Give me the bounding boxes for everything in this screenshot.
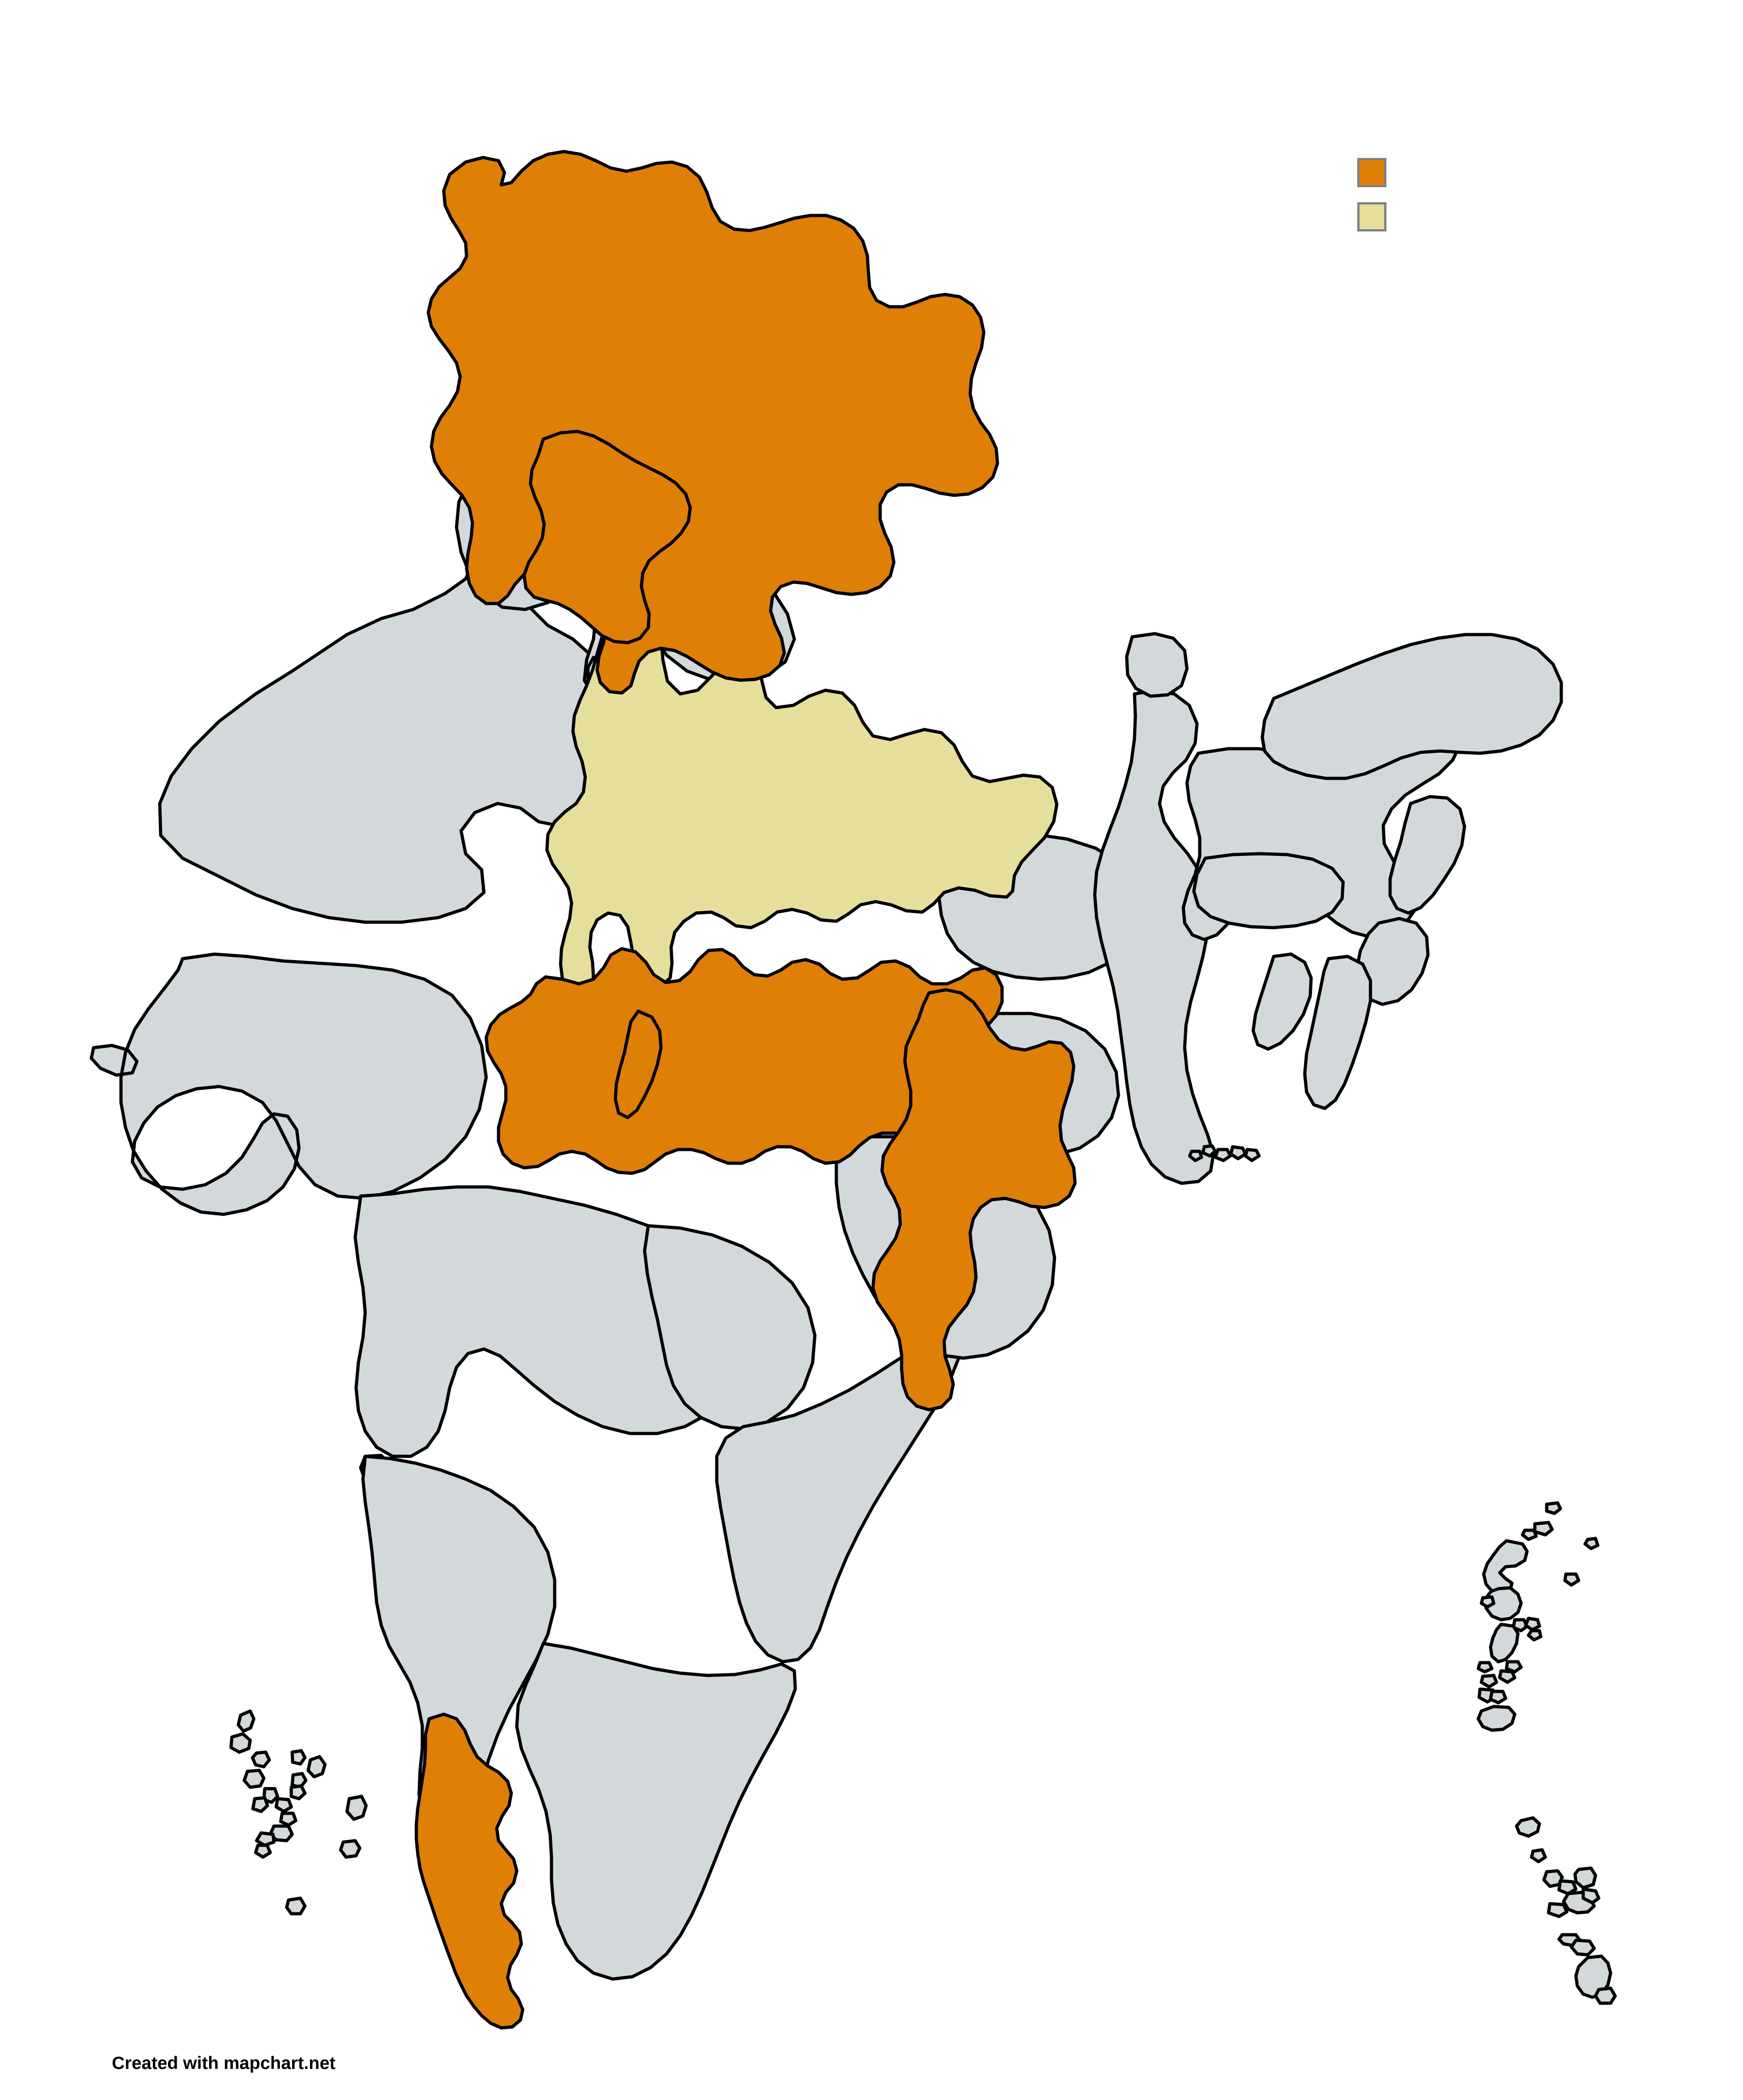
state-manipur[interactable]: [1355, 917, 1430, 1006]
state-chhattisgarh[interactable]: [871, 988, 1077, 1412]
legend-swatch-yellow[interactable]: [1357, 202, 1386, 231]
islands-coastal-minor: [1188, 1144, 1261, 1162]
state-gujarat[interactable]: [89, 952, 488, 1216]
state-mizoram[interactable]: [1303, 955, 1372, 1110]
islands-lakshadweep[interactable]: [229, 1709, 368, 1916]
legend-row-orange[interactable]: [1357, 158, 1540, 187]
legend-row-yellow[interactable]: [1357, 202, 1540, 231]
state-uttar-pradesh[interactable]: [545, 603, 1059, 998]
mapchart-credit: Created with mapchart.net: [112, 2053, 336, 2073]
state-tripura[interactable]: [1251, 952, 1313, 1051]
islands-andaman-nicobar[interactable]: [1476, 1501, 1617, 2005]
state-nagaland[interactable]: [1388, 795, 1466, 915]
map-legend: [1357, 158, 1540, 247]
state-madhya-pradesh[interactable]: [484, 947, 1004, 1175]
state-kerala[interactable]: [415, 1712, 525, 2030]
state-tamil-nadu[interactable]: [515, 1642, 797, 1981]
legend-swatch-orange[interactable]: [1357, 158, 1386, 187]
state-himachal-pradesh[interactable]: [522, 430, 692, 645]
state-sikkim[interactable]: [1125, 632, 1189, 698]
state-arunachal-pradesh[interactable]: [1260, 633, 1563, 780]
state-meghalaya[interactable]: [1192, 852, 1345, 929]
